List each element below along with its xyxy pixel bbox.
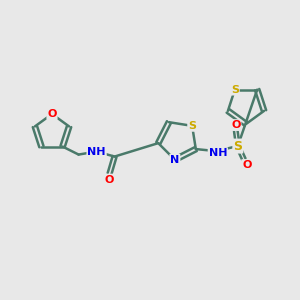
Text: N: N — [170, 155, 179, 165]
Text: O: O — [242, 160, 251, 170]
Text: NH: NH — [87, 147, 106, 157]
Text: NH: NH — [208, 148, 227, 158]
Text: S: S — [188, 121, 196, 131]
Text: O: O — [105, 175, 114, 184]
Text: S: S — [231, 85, 239, 94]
Text: O: O — [231, 120, 241, 130]
Text: S: S — [233, 140, 242, 153]
Text: O: O — [47, 109, 57, 119]
